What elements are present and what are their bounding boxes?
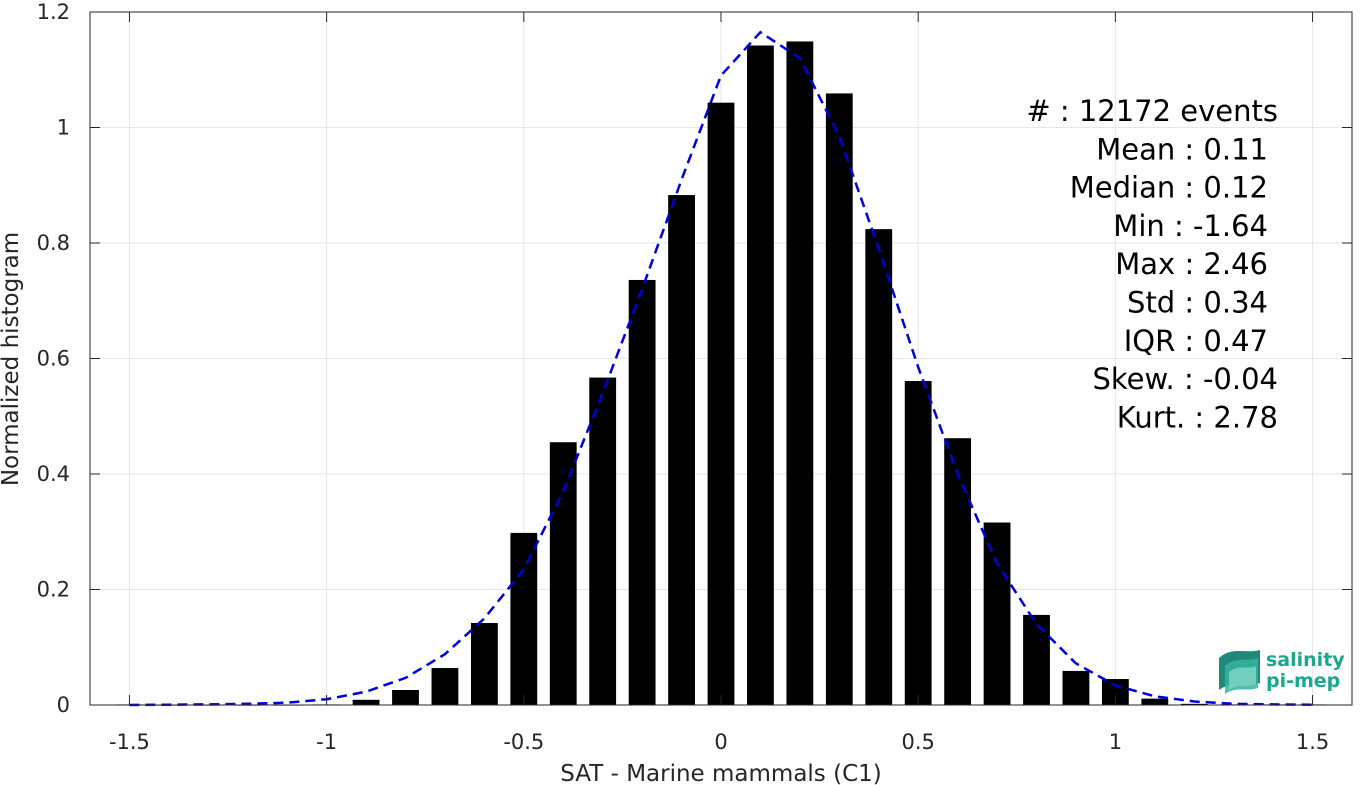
histogram-bar (944, 438, 972, 705)
y-axis-label: Normalized histogram (0, 232, 24, 486)
x-tick-label: 1.5 (1296, 730, 1329, 754)
y-tick-label: 0.8 (37, 231, 70, 255)
histogram-bar (589, 377, 617, 705)
y-tick-label: 0.4 (37, 462, 70, 486)
histogram-bar (825, 93, 853, 706)
histogram-bar (668, 195, 695, 705)
histogram-bar (1141, 698, 1169, 705)
histogram-bar (786, 41, 814, 705)
stat-line: Mean : 0.11 (1096, 132, 1268, 166)
y-tick-label: 1.2 (37, 0, 70, 24)
histogram-bar (510, 532, 538, 705)
stat-line: Kurt. : 2.78 (1117, 400, 1278, 434)
x-tick-label: 1 (1109, 730, 1122, 754)
x-tick-label: -1 (316, 730, 337, 754)
histogram-bar (865, 229, 893, 705)
y-tick-label: 1 (57, 116, 70, 140)
stats-box: # : 12172 events Mean : 0.11 Median : 0.12… (1026, 94, 1278, 434)
histogram-bar (1023, 614, 1050, 705)
histogram-bar (549, 442, 577, 705)
logo-wave-icon (1219, 650, 1260, 694)
histogram-bar (747, 45, 774, 706)
histogram-bar (470, 622, 498, 705)
histogram-bar (904, 381, 932, 705)
histogram-bar (983, 522, 1011, 705)
logo-line2: pi-mep (1266, 670, 1340, 692)
stat-line: Skew. : -0.04 (1092, 362, 1278, 396)
x-tick-label: 0 (714, 730, 727, 754)
histogram-bar (352, 699, 380, 705)
x-tick-label: -0.5 (503, 730, 544, 754)
histogram-bar (1062, 670, 1090, 705)
x-axis-label: SAT - Marine mammals (C1) (560, 761, 882, 785)
stat-line: Median : 0.12 (1070, 171, 1268, 205)
x-tick-label: -1.5 (109, 730, 150, 754)
y-tick-label: 0.6 (37, 347, 70, 371)
stat-line: Std : 0.34 (1127, 286, 1268, 320)
x-tick-labels: -1.5 -1 -0.5 0 0.5 1 1.5 (109, 730, 1329, 754)
histogram-bar (1180, 703, 1208, 705)
y-tick-label: 0.2 (37, 578, 70, 602)
stat-line: # : 12172 events (1026, 94, 1278, 128)
x-tick-label: 0.5 (901, 730, 934, 754)
histogram-bar (392, 689, 419, 705)
stat-line: Min : -1.64 (1113, 209, 1268, 243)
histogram-bar (707, 102, 735, 706)
logo-line1: salinity (1266, 649, 1345, 671)
histogram-bar (628, 279, 656, 705)
stat-line: IQR : 0.47 (1124, 324, 1268, 358)
axis-ticks (90, 11, 1352, 706)
y-tick-labels: 0 0.2 0.4 0.6 0.8 1 1.2 (37, 0, 70, 717)
stat-line: Max : 2.46 (1115, 247, 1268, 281)
histogram-bars (116, 41, 1326, 706)
salinity-pi-mep-logo: salinity pi-mep (1219, 649, 1345, 694)
y-tick-label: 0 (57, 693, 70, 717)
histogram-bar (431, 668, 459, 705)
